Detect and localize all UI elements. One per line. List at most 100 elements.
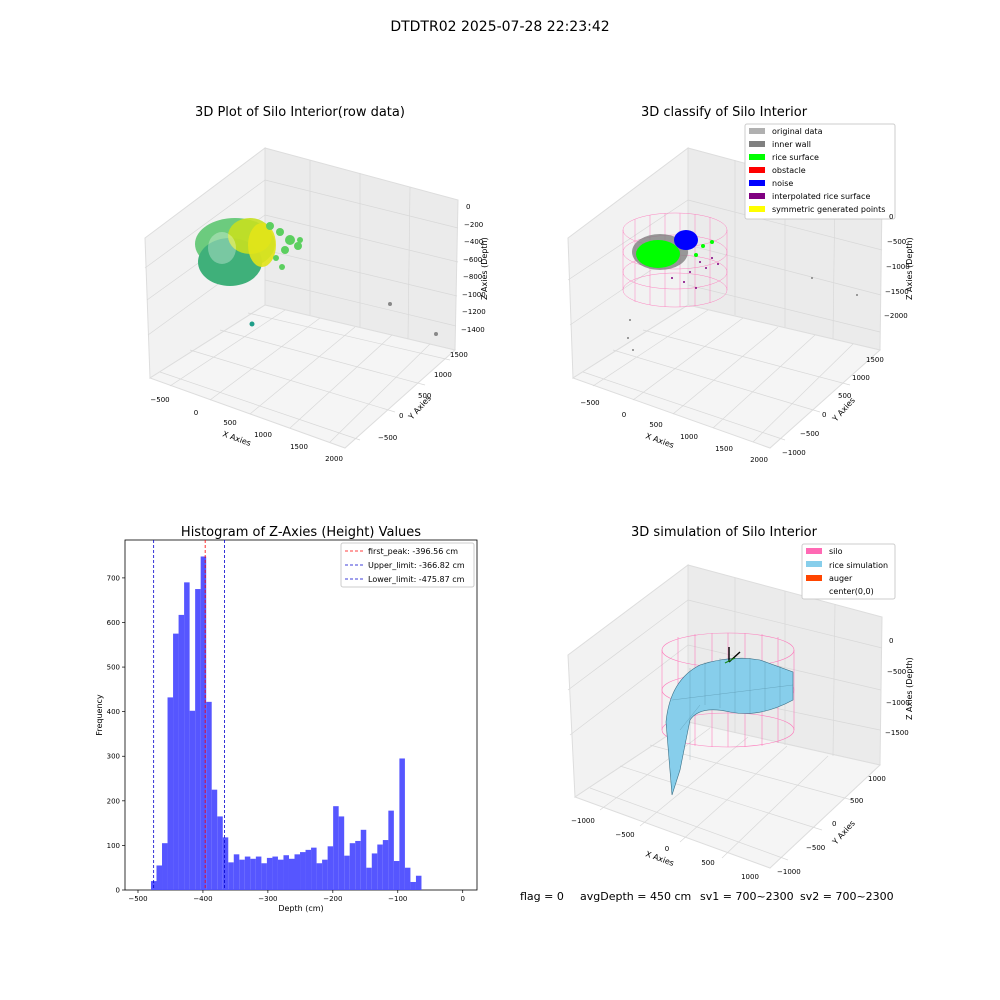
raw-ztick: −1400 xyxy=(461,326,485,334)
sim-ztick: −500 xyxy=(887,668,906,676)
classify-xtick: 0 xyxy=(622,411,626,419)
sim-ytick: 1000 xyxy=(868,775,886,783)
classify-ytick: 0 xyxy=(822,411,826,419)
histogram-ytick-label: 100 xyxy=(107,842,120,850)
legend-swatch-inner-wall xyxy=(749,141,765,147)
histogram-xtick-label: −100 xyxy=(388,895,407,903)
histogram-bar xyxy=(316,863,323,890)
histogram-bars xyxy=(150,556,422,890)
classify-ztick: −500 xyxy=(887,238,906,246)
legend-label: interpolated rice surface xyxy=(772,192,870,201)
panel-raw-3d: 3D Plot of Silo Interior(row data) xyxy=(144,105,489,463)
histogram-bar xyxy=(277,859,284,890)
sim-ztick: 0 xyxy=(889,637,893,645)
raw-ztick: −800 xyxy=(463,273,482,281)
classify-zlabel: Z Axies (Depth) xyxy=(905,237,914,300)
histogram-ytick-label: 700 xyxy=(107,574,120,582)
histogram-bar xyxy=(344,855,350,890)
histogram-bar xyxy=(222,837,229,890)
raw-xtick: 0 xyxy=(194,409,198,417)
histogram-xtick-label: −300 xyxy=(258,895,277,903)
histogram-bar xyxy=(305,849,312,890)
chart-title-histogram: Histogram of Z-Axies (Height) Values xyxy=(181,525,421,540)
chart-title-simulation: 3D simulation of Silo Interior xyxy=(631,525,818,540)
raw-xtick: −500 xyxy=(150,396,169,404)
figure-suptitle: DTDTR02 2025-07-28 22:23:42 xyxy=(390,19,609,35)
classify-ylabel: Y Axies xyxy=(830,396,857,424)
histogram-bar xyxy=(355,840,361,890)
histogram-bar xyxy=(311,847,317,890)
sim-ytick: 0 xyxy=(832,820,836,828)
raw-xtick: 1500 xyxy=(290,443,308,451)
histogram-bar xyxy=(322,859,328,890)
sim-ztick: −1500 xyxy=(885,729,909,737)
sim-ytick: −1000 xyxy=(777,868,801,876)
legend-swatch-rice-simulation xyxy=(806,561,822,567)
histogram-vlines xyxy=(153,540,225,890)
histogram-bar xyxy=(206,701,212,890)
legend-label: silo xyxy=(829,547,843,556)
status-flag: flag = 0 xyxy=(520,890,564,903)
classify-xtick: 1000 xyxy=(680,433,698,441)
legend-label: noise xyxy=(772,179,793,188)
legend-label: center(0,0) xyxy=(829,587,874,596)
histogram-legend: first_peak: -396.56 cm Upper_limit: -366… xyxy=(340,542,475,588)
legend-swatch-interpolated xyxy=(749,193,765,199)
legend-swatch-obstacle xyxy=(749,167,765,173)
histogram-bar xyxy=(333,806,339,890)
histogram-bar xyxy=(200,556,207,890)
classify-xtick: −500 xyxy=(580,399,599,407)
raw-ztick: −400 xyxy=(464,238,483,246)
histogram-bar xyxy=(239,859,245,890)
histogram-ytick-label: 400 xyxy=(107,708,120,716)
histogram-bar xyxy=(217,816,223,890)
legend-label: auger xyxy=(829,574,853,583)
raw-ytick: 0 xyxy=(399,412,403,420)
raw-point-cloud xyxy=(195,218,438,336)
raw-ztick: 0 xyxy=(466,203,470,211)
classify-legend: original data inner wall rice surface ob… xyxy=(744,123,896,220)
raw-xtick: 2000 xyxy=(325,455,343,463)
raw-ztick: −1000 xyxy=(462,291,486,299)
classify-ytick: 1000 xyxy=(852,374,870,382)
legend-label: inner wall xyxy=(772,140,811,149)
histogram-bar xyxy=(415,875,422,890)
histogram-bar xyxy=(399,758,405,890)
histogram-bar xyxy=(338,816,345,890)
histogram-bar xyxy=(294,854,301,890)
legend-swatch-noise xyxy=(749,180,765,186)
simulation-silo-and-surface xyxy=(661,632,795,796)
raw-ytick: 1000 xyxy=(434,371,452,379)
histogram-bar xyxy=(410,881,416,890)
histogram-xticks: −500 −400 −300 −200 −100 0 xyxy=(128,890,465,903)
histogram-ytick-label: 600 xyxy=(107,619,120,627)
histogram-bar xyxy=(189,710,196,890)
status-sv2: sv2 = 700~2300 xyxy=(800,890,894,903)
histogram-bar xyxy=(393,861,400,890)
raw-ztick: −1200 xyxy=(462,308,486,316)
raw-ytick: 1500 xyxy=(450,351,468,359)
classify-point-cloud xyxy=(622,212,858,351)
axes-box-simulation xyxy=(567,564,883,869)
panel-classify-3d: 3D classify of Silo Interior xyxy=(567,105,914,464)
histogram-ytick-label: 200 xyxy=(107,797,120,805)
status-sv1: sv1 = 700~2300 xyxy=(700,890,794,903)
classify-ytick: −500 xyxy=(800,430,819,438)
classify-ztick: 0 xyxy=(889,213,893,221)
histogram-bar xyxy=(156,865,163,890)
center-marker xyxy=(724,657,736,664)
histogram-bar xyxy=(173,633,179,890)
raw-xtick: 500 xyxy=(223,419,236,427)
classify-ytick: 500 xyxy=(838,392,851,400)
sim-ztick: −1000 xyxy=(886,699,910,707)
histogram-xlabel: Depth (cm) xyxy=(278,904,323,913)
histogram-bar xyxy=(228,862,234,890)
histogram-bar xyxy=(349,843,356,890)
histogram-bar xyxy=(162,843,168,890)
legend-swatch-original-data xyxy=(749,128,765,134)
histogram-bar xyxy=(272,856,278,890)
classify-xtick: 500 xyxy=(649,421,662,429)
sim-ytick: 500 xyxy=(850,797,863,805)
simulation-legend: silo rice simulation auger center(0,0) xyxy=(801,543,896,600)
histogram-bar xyxy=(250,858,256,890)
